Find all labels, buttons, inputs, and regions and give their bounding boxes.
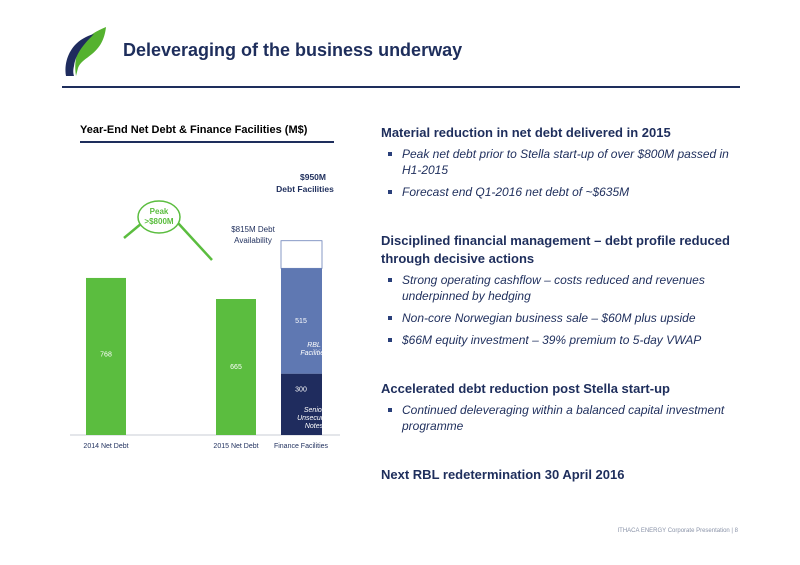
bar-2014-net-debt: [86, 277, 126, 435]
notes-label-line3: Notes: [305, 423, 324, 430]
rbl-label-line2: Facilities: [300, 350, 328, 357]
category-label-facilities: Finance Facilities: [274, 443, 329, 450]
bar-rbl-facilities: [281, 268, 322, 374]
bullet-list: Peak net debt prior to Stella start-up o…: [381, 146, 741, 200]
chart-title-divider: [80, 141, 334, 143]
bullet-square-icon: [388, 278, 392, 282]
bullet-item: Peak net debt prior to Stella start-up o…: [381, 146, 741, 178]
section-heading: Material reduction in net debt delivered…: [381, 125, 671, 140]
section-heading: Disciplined financial management – debt …: [381, 233, 730, 266]
peak-arrow-right: [177, 222, 213, 261]
section-rbl-redetermination: Next RBL redetermination 30 April 2016: [381, 466, 741, 484]
peak-label-line2: >$800M: [144, 217, 173, 226]
chart-title: Year-End Net Debt & Finance Facilities (…: [80, 124, 308, 136]
bullet-item: Forecast end Q1-2016 net debt of ~$635M: [381, 184, 741, 200]
value-label-notes: 300: [295, 386, 307, 393]
leaf-logo-icon: [65, 27, 106, 76]
value-label-rbl: 515: [295, 318, 307, 325]
bullet-item: $66M equity investment – 39% premium to …: [381, 332, 741, 348]
value-label-2014: 768: [100, 351, 112, 358]
bullet-square-icon: [388, 316, 392, 320]
bullet-square-icon: [388, 408, 392, 412]
section-heading: Accelerated debt reduction post Stella s…: [381, 381, 670, 396]
availability-label-line2: Availability: [234, 236, 272, 245]
value-label-2015: 665: [230, 364, 242, 371]
notes-label-line2: Unsecured: [297, 415, 332, 422]
category-label-2014: 2014 Net Debt: [83, 443, 128, 450]
section-net-debt: Material reduction in net debt delivered…: [381, 124, 741, 206]
bullet-square-icon: [388, 152, 392, 156]
rbl-label-line1: RBL: [307, 342, 321, 349]
section-heading: Next RBL redetermination 30 April 2016: [381, 467, 625, 482]
peak-bubble: [137, 200, 181, 234]
bullet-list: Strong operating cashflow – costs reduce…: [381, 272, 741, 348]
debt-chart: 768 665 300 515 RBL Facilities Senior Un…: [70, 172, 340, 450]
bullet-square-icon: [388, 338, 392, 342]
section-debt-reduction: Accelerated debt reduction post Stella s…: [381, 380, 741, 440]
category-label-2015: 2015 Net Debt: [213, 443, 258, 450]
notes-label-line1: Senior: [304, 407, 325, 414]
availability-label-line1: $815M Debt: [231, 225, 275, 234]
bar-availability-headroom: [280, 240, 323, 269]
bullet-item: Continued deleveraging within a balanced…: [381, 402, 741, 434]
bullet-square-icon: [388, 190, 392, 194]
footer-text: ITHACA ENERGY Corporate Presentation | 8: [617, 528, 738, 534]
section-financial-management: Disciplined financial management – debt …: [381, 232, 741, 354]
bullet-item: Strong operating cashflow – costs reduce…: [381, 272, 741, 304]
facilities-total-label: $950M: [300, 172, 326, 182]
facilities-desc-label: Debt Facilities: [276, 184, 334, 194]
page-title: Deleveraging of the business underway: [123, 40, 463, 60]
bullet-list: Continued deleveraging within a balanced…: [381, 402, 741, 434]
title-divider: [62, 86, 740, 88]
bar-2015-net-debt: [216, 299, 256, 435]
peak-arrow-left: [123, 222, 143, 239]
peak-label-line1: Peak: [150, 207, 169, 216]
bullet-item: Non-core Norwegian business sale – $60M …: [381, 310, 741, 326]
bar-senior-notes: [281, 373, 322, 435]
